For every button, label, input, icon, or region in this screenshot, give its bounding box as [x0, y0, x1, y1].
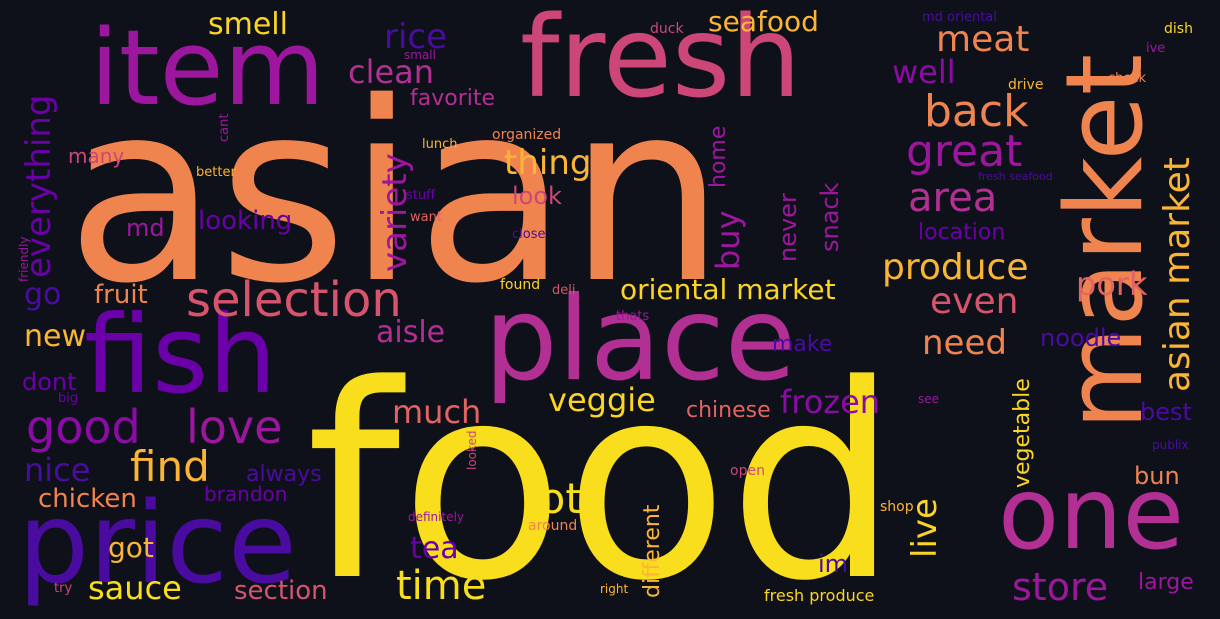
word-store: store: [1012, 565, 1109, 609]
word-price: price: [18, 479, 297, 609]
word-go: go: [24, 277, 62, 312]
word-got: got: [108, 531, 154, 564]
word-md: md: [126, 214, 165, 242]
word-vegetable: vegetable: [1010, 378, 1035, 488]
word-love: love: [186, 400, 283, 454]
word-new: new: [24, 319, 87, 354]
word-im: im: [818, 550, 849, 578]
word-meat: meat: [936, 19, 1030, 60]
word-buy: buy: [709, 210, 747, 270]
word-item: item: [90, 7, 325, 129]
word-time: time: [396, 563, 487, 609]
word-see: see: [918, 392, 940, 406]
word-location: location: [918, 220, 1006, 245]
word-shop: shop: [880, 499, 914, 515]
word-brandon: brandon: [204, 482, 288, 506]
word-drive: drive: [1008, 77, 1044, 93]
word-well: well: [892, 53, 956, 91]
word-snack: snack: [816, 182, 844, 252]
word-make: make: [772, 332, 833, 357]
word-thing: thing: [504, 143, 592, 183]
word-need: need: [922, 323, 1007, 363]
word-thats: thats: [616, 309, 650, 324]
word-small: small: [404, 48, 436, 62]
word-dish: dish: [1164, 21, 1193, 37]
word-sauce: sauce: [88, 569, 182, 607]
word-deli: deli: [552, 283, 576, 298]
word-never: never: [774, 193, 802, 262]
word-chicken: chicken: [38, 484, 137, 514]
word-try: try: [54, 581, 73, 596]
word-pork: pork: [1076, 265, 1148, 303]
word-find: find: [130, 442, 210, 491]
word-lot: lot: [528, 474, 582, 523]
word-selection: selection: [186, 272, 402, 328]
word-definitely: definitely: [408, 510, 465, 524]
word-oriental-market: oriental market: [620, 273, 836, 306]
word-even: even: [930, 281, 1019, 322]
word-fresh-produce: fresh produce: [764, 586, 875, 605]
word-area: area: [908, 175, 998, 221]
word-cant: cant: [217, 113, 232, 142]
word-open: open: [730, 463, 765, 479]
word-chinese: chinese: [686, 398, 771, 423]
word-fruit: fruit: [94, 280, 148, 310]
word-back: back: [924, 86, 1029, 137]
word-produce: produce: [882, 247, 1029, 288]
word-noodle: noodle: [1040, 324, 1122, 352]
word-fresh: fresh: [520, 0, 802, 123]
word-aisle: aisle: [376, 315, 446, 350]
word-close: close: [512, 227, 546, 242]
word-big: big: [58, 391, 79, 406]
word-best: best: [1140, 398, 1192, 426]
word-rice: rice: [384, 17, 448, 57]
word-duck: duck: [650, 21, 684, 37]
word-seafood: seafood: [708, 5, 819, 38]
word-look: look: [512, 182, 562, 210]
word-better: better: [196, 165, 236, 180]
word-variety: variety: [375, 153, 415, 272]
word-one: one: [998, 455, 1185, 572]
word-many: many: [68, 144, 125, 168]
word-asian-market: asian market: [1157, 157, 1198, 392]
word-found: found: [500, 277, 541, 293]
word-place: place: [484, 272, 797, 407]
word-right: right: [600, 582, 629, 596]
word-md-oriental: md oriental: [922, 10, 997, 25]
word-bun: bun: [1134, 462, 1180, 490]
word-smell: smell: [208, 7, 288, 42]
word-looked: looked: [465, 430, 479, 470]
word-tea: tea: [410, 531, 459, 566]
word-clean: clean: [348, 53, 435, 91]
word-lunch: lunch: [422, 137, 458, 152]
word-always: always: [246, 462, 322, 487]
word-publix: publix: [1152, 438, 1189, 452]
word-veggie: veggie: [548, 381, 656, 419]
word-section: section: [234, 576, 328, 606]
word-food: food: [306, 328, 899, 619]
word-want: want: [410, 210, 442, 225]
word-fish: fish: [84, 293, 277, 418]
word-nice: nice: [24, 451, 91, 489]
word-different: different: [640, 504, 665, 598]
word-great: great: [906, 126, 1023, 177]
word-much: much: [392, 393, 482, 431]
word-dont: dont: [22, 368, 77, 396]
word-asian: asian: [66, 50, 726, 338]
word-stuff: stuff: [406, 188, 436, 203]
word-home: home: [706, 125, 731, 188]
word-favorite: favorite: [410, 86, 496, 111]
word-good: good: [26, 400, 141, 454]
word-large: large: [1138, 570, 1194, 595]
word-organized: organized: [492, 127, 562, 143]
word-fresh-seafood: fresh seafood: [978, 170, 1053, 183]
word-frozen: frozen: [780, 383, 881, 421]
word-around: around: [528, 518, 578, 534]
word-market: market: [1043, 53, 1166, 430]
word-check: check: [1108, 71, 1147, 86]
word-ive: ive: [1146, 41, 1166, 56]
word-friendly: friendly: [17, 236, 31, 282]
word-looking: looking: [198, 206, 293, 236]
